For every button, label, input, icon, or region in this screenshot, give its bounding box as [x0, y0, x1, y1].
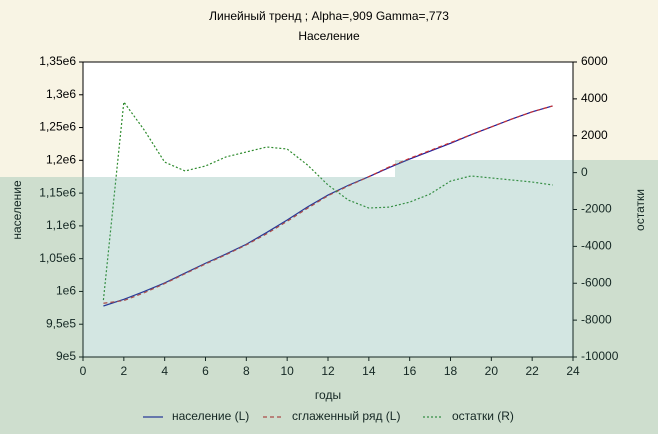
x-tick-label: 14: [362, 364, 376, 378]
y2-tick-label: 6000: [581, 54, 608, 68]
x-tick-label: 18: [444, 364, 458, 378]
y-tick-label: 1,3e6: [46, 87, 76, 101]
y-tick-label: 1,05e6: [39, 251, 76, 265]
y2-tick-label: -4000: [581, 239, 612, 253]
series-line: [103, 105, 553, 304]
x-tick-label: 6: [202, 364, 209, 378]
x-axis-label: годы: [315, 388, 341, 402]
y2-tick-label: 0: [581, 165, 588, 179]
y2-axis-label: остатки: [633, 189, 647, 231]
x-tick-label: 10: [280, 364, 294, 378]
x-tick-label: 16: [403, 364, 417, 378]
y2-tick-label: 2000: [581, 128, 608, 142]
series-line: [102, 100, 553, 301]
y2-tick-label: -10000: [581, 349, 619, 363]
y-axis-label: население: [10, 180, 24, 240]
y-tick-label: 1,35e6: [39, 54, 76, 68]
y-tick-label: 9,5e5: [46, 316, 76, 330]
chart-subtitle: Население: [298, 29, 360, 43]
y2-tick-label: 4000: [581, 91, 608, 105]
x-tick-label: 24: [566, 364, 580, 378]
x-tick-label: 2: [120, 364, 127, 378]
y2-tick-label: -8000: [581, 312, 612, 326]
x-tick-label: 12: [321, 364, 335, 378]
y-tick-label: 1,2e6: [46, 153, 76, 167]
plot-area: [82, 61, 574, 358]
x-tick-label: 4: [161, 364, 168, 378]
overlay: [0, 160, 658, 434]
x-tick-label: 22: [525, 364, 539, 378]
chart-title: Линейный тренд ; Alpha=,909 Gamma=,773: [209, 9, 449, 23]
chart-content: 0 2 4 6 8 10 12 14 16 18 20 22 249e59,5e51e61,05e61,…: [39, 54, 618, 423]
x-tick-label: 20: [485, 364, 499, 378]
y-tick-label: 1e6: [56, 284, 76, 298]
y2-tick-label: -2000: [581, 202, 612, 216]
y-tick-label: 1,25e6: [39, 120, 76, 134]
legend-label: сглаженный ряд (L): [292, 409, 400, 423]
x-tick-label: 0: [80, 364, 87, 378]
legend-label: население (L): [172, 409, 249, 423]
y-tick-label: 1,1e6: [46, 218, 76, 232]
y-tick-label: 1,15e6: [39, 185, 76, 199]
y2-tick-label: -6000: [581, 275, 612, 289]
y-tick-label: 9e5: [56, 349, 76, 363]
legend-label: остатки (R): [452, 409, 514, 423]
x-tick-label: 8: [243, 364, 250, 378]
